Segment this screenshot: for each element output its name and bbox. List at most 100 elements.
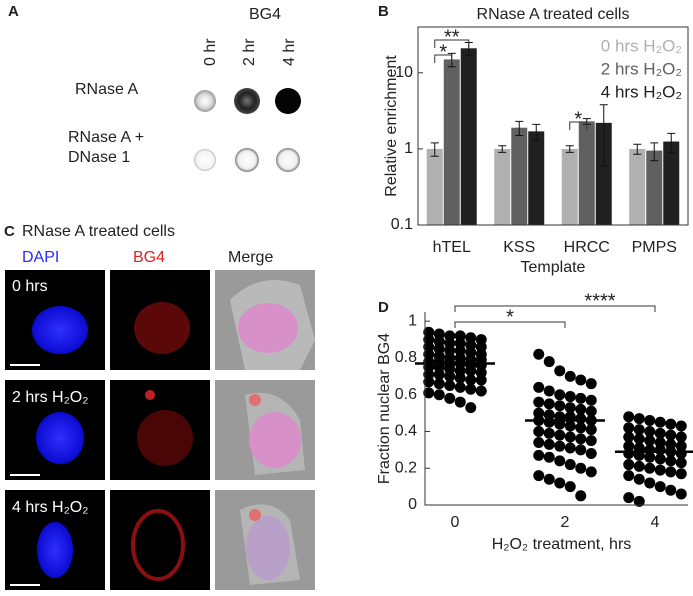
blot-dot — [235, 148, 259, 172]
data-point — [665, 429, 677, 441]
data-point — [543, 385, 555, 397]
legend-label: 2 hrs H₂O₂ — [601, 59, 682, 78]
data-point — [644, 414, 656, 426]
error-bar — [650, 142, 659, 162]
plot-axes — [424, 312, 688, 506]
x-tick-label: HRCC — [564, 239, 610, 256]
plot-frame — [417, 26, 689, 226]
panel-title: RNase A treated cells — [22, 223, 175, 240]
data-point — [644, 462, 656, 474]
error-bar — [599, 104, 608, 167]
data-point — [564, 420, 576, 432]
data-point — [623, 448, 635, 460]
data-point — [654, 453, 666, 465]
panel-label: B — [378, 3, 389, 20]
bar — [629, 148, 646, 225]
column-label: Merge — [228, 249, 273, 266]
significance-bracket — [569, 121, 588, 130]
data-point — [654, 481, 666, 493]
error-bar — [430, 142, 439, 157]
data-point — [585, 405, 597, 417]
bar — [578, 121, 595, 225]
significance-bracket — [434, 39, 470, 48]
x-tick-label: 2 — [561, 514, 570, 531]
blot-dot — [276, 148, 300, 172]
column-label: 2 hr — [241, 38, 258, 66]
data-point — [575, 490, 587, 502]
panel-label: A — [8, 3, 19, 20]
data-point — [575, 433, 587, 445]
data-point — [433, 368, 445, 380]
data-point — [554, 365, 566, 377]
data-point — [623, 470, 635, 482]
data-point — [654, 416, 666, 428]
data-point — [533, 470, 545, 482]
row-label: DNase 1 — [68, 149, 130, 166]
significance-bracket — [454, 321, 566, 328]
data-point — [585, 435, 597, 447]
data-point — [665, 466, 677, 478]
chart-title: RNase A treated cells — [477, 6, 630, 23]
y-tick-label: 1 — [408, 312, 417, 329]
data-point — [675, 457, 687, 469]
bar — [528, 131, 545, 225]
data-point — [554, 400, 566, 412]
data-point — [444, 392, 456, 404]
blot-dot — [194, 90, 216, 112]
data-point — [423, 387, 435, 399]
error-bar — [667, 132, 676, 153]
y-axis-label: Relative enrichment — [383, 55, 400, 197]
data-point — [633, 460, 645, 472]
data-point — [564, 391, 576, 403]
data-point — [543, 451, 555, 463]
blot-dot — [194, 149, 216, 171]
x-axis-label: H₂O₂ treatment, hrs — [492, 536, 632, 553]
data-point — [575, 392, 587, 404]
bar — [595, 122, 612, 225]
x-axis-label: Template — [521, 259, 586, 276]
blot-dot — [275, 88, 301, 114]
data-point — [575, 462, 587, 474]
significance-label: ** — [444, 26, 460, 48]
legend-label: 0 hrs H₂O₂ — [601, 36, 682, 55]
data-point — [665, 484, 677, 496]
data-point — [475, 385, 487, 397]
y-tick-label: 0.8 — [395, 349, 417, 366]
y-tick-label: 1 — [404, 140, 413, 157]
data-point — [533, 396, 545, 408]
data-point — [465, 402, 477, 414]
data-point — [665, 455, 677, 467]
data-point — [585, 378, 597, 390]
row-label: 4 hrs H₂O₂ — [12, 499, 88, 516]
data-point — [585, 448, 597, 460]
error-bar — [515, 120, 524, 137]
y-tick-label: 0.6 — [395, 386, 417, 403]
data-point — [633, 433, 645, 445]
data-point — [575, 403, 587, 415]
column-label: BG4 — [133, 249, 165, 266]
data-point — [543, 427, 555, 439]
data-point — [465, 374, 477, 386]
data-point — [444, 380, 456, 392]
data-point — [423, 376, 435, 388]
data-point — [543, 356, 555, 368]
bar — [426, 148, 443, 225]
significance-bracket — [454, 305, 656, 312]
data-point — [564, 459, 576, 471]
bar — [646, 150, 663, 225]
significance-label: * — [439, 41, 447, 63]
error-bar — [633, 143, 642, 155]
data-point — [533, 348, 545, 360]
column-label: 4 hr — [281, 38, 298, 66]
data-point — [585, 394, 597, 406]
data-point — [564, 402, 576, 414]
x-tick-label: KSS — [503, 239, 535, 256]
data-point — [475, 374, 487, 386]
data-point — [665, 418, 677, 430]
data-point — [623, 459, 635, 471]
data-point — [543, 438, 555, 450]
data-point — [675, 431, 687, 443]
data-point — [623, 492, 635, 504]
significance-bracket — [434, 54, 453, 63]
